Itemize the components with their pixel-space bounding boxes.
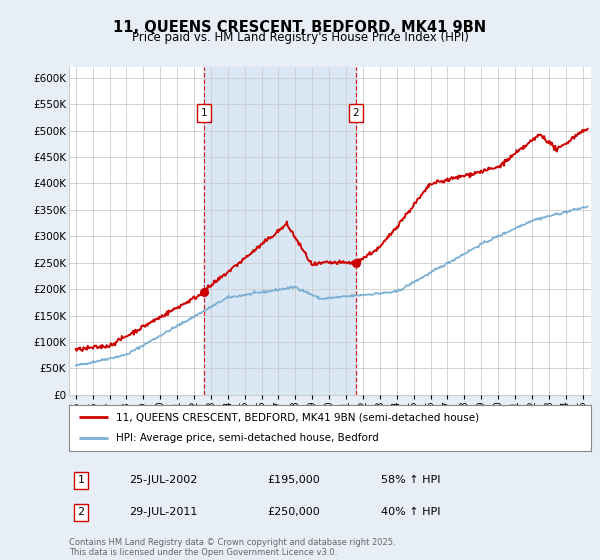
Text: HPI: Average price, semi-detached house, Bedford: HPI: Average price, semi-detached house,… xyxy=(116,433,379,444)
Text: 58% ↑ HPI: 58% ↑ HPI xyxy=(381,475,440,486)
Text: 2: 2 xyxy=(77,507,85,517)
Text: 40% ↑ HPI: 40% ↑ HPI xyxy=(381,507,440,517)
Text: 29-JUL-2011: 29-JUL-2011 xyxy=(129,507,197,517)
Text: Contains HM Land Registry data © Crown copyright and database right 2025.
This d: Contains HM Land Registry data © Crown c… xyxy=(69,538,395,557)
Text: 1: 1 xyxy=(77,475,85,486)
Text: 1: 1 xyxy=(200,108,207,118)
Text: £195,000: £195,000 xyxy=(267,475,320,486)
Bar xyxy=(203,67,356,395)
Text: 2: 2 xyxy=(352,108,359,118)
Text: £250,000: £250,000 xyxy=(267,507,320,517)
Text: 11, QUEENS CRESCENT, BEDFORD, MK41 9BN: 11, QUEENS CRESCENT, BEDFORD, MK41 9BN xyxy=(113,20,487,35)
Text: Price paid vs. HM Land Registry's House Price Index (HPI): Price paid vs. HM Land Registry's House … xyxy=(131,31,469,44)
Text: 25-JUL-2002: 25-JUL-2002 xyxy=(129,475,197,486)
Text: 11, QUEENS CRESCENT, BEDFORD, MK41 9BN (semi-detached house): 11, QUEENS CRESCENT, BEDFORD, MK41 9BN (… xyxy=(116,412,479,422)
